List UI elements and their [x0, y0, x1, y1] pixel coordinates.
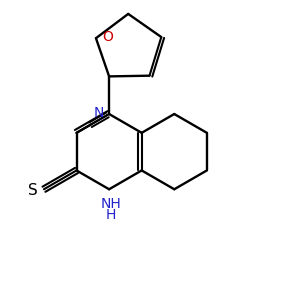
Text: O: O — [102, 30, 113, 44]
Text: N: N — [93, 106, 103, 120]
Text: H: H — [106, 208, 116, 222]
Text: NH: NH — [100, 197, 121, 212]
Text: S: S — [28, 183, 38, 198]
